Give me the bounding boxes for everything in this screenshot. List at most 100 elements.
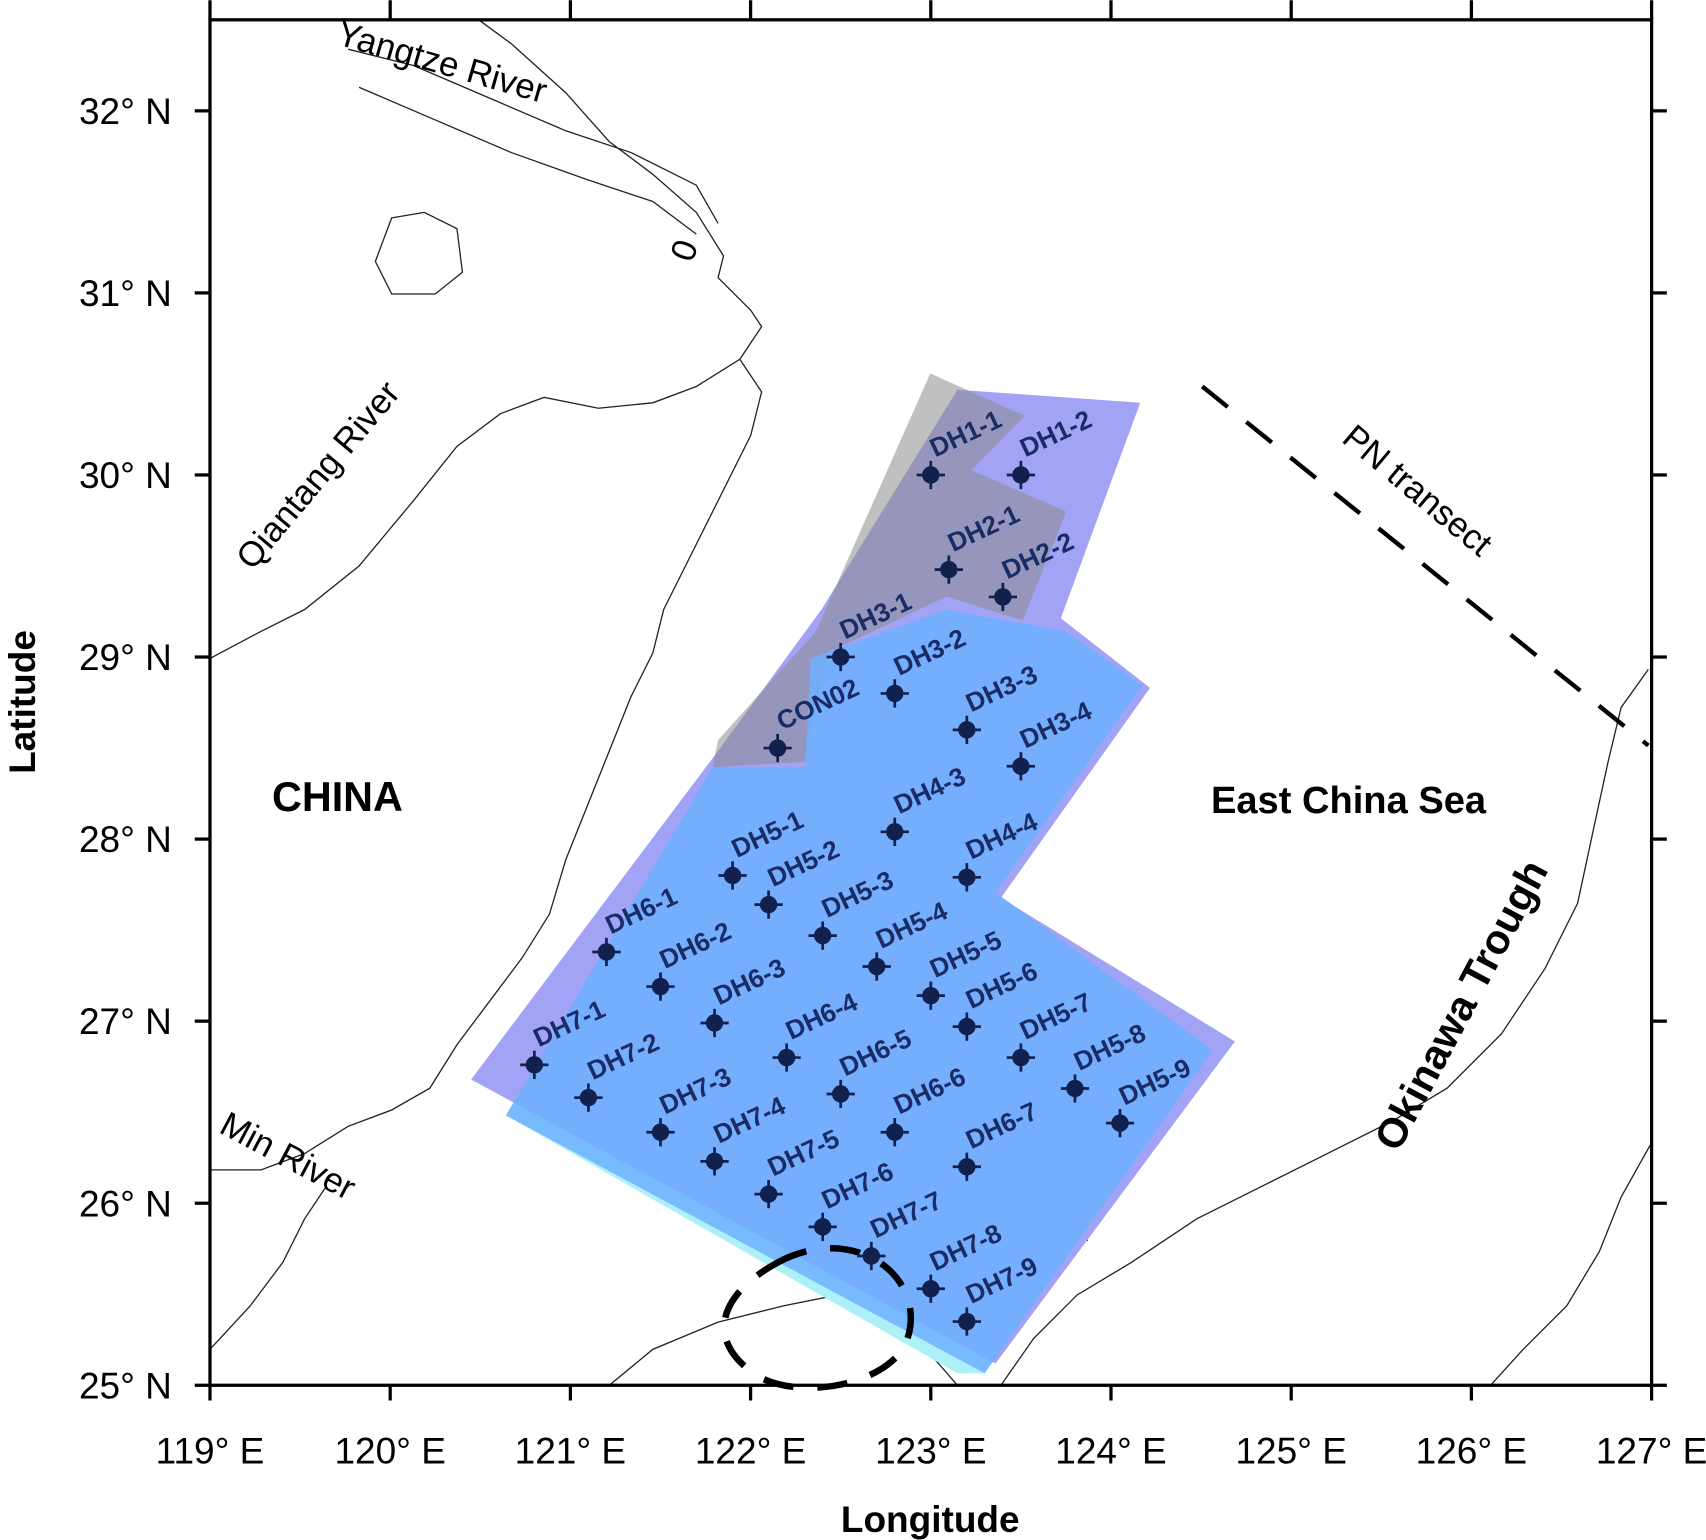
y-tick-label: 31° N xyxy=(79,273,172,314)
station-dot xyxy=(958,1158,976,1176)
station-dot xyxy=(958,721,976,739)
station-dot xyxy=(862,1247,881,1265)
station xyxy=(718,861,747,890)
x-tick-label: 126° E xyxy=(1416,1431,1527,1472)
isobath xyxy=(1000,668,1649,1386)
station-dot xyxy=(1066,1079,1084,1098)
station-dot xyxy=(1012,757,1030,775)
station xyxy=(826,642,855,672)
station xyxy=(808,1212,837,1242)
survey-areas xyxy=(471,373,1235,1374)
station xyxy=(763,733,792,763)
station xyxy=(880,1118,909,1147)
station xyxy=(857,1241,886,1271)
pn-transect-line xyxy=(1200,384,1650,748)
x-tick-label: 125° E xyxy=(1235,1431,1346,1472)
station xyxy=(1006,752,1036,781)
station-dot xyxy=(579,1088,598,1107)
axes: 119° E 120° E 121° E 122° E 123° E 124° E 125°… xyxy=(79,0,1706,1472)
station-dot xyxy=(1012,466,1030,484)
station xyxy=(916,460,945,490)
station-dot xyxy=(597,943,616,961)
station xyxy=(646,1118,675,1147)
station-dot xyxy=(922,466,940,484)
station xyxy=(754,890,783,919)
x-tick-label: 121° E xyxy=(515,1431,626,1472)
station-dot xyxy=(759,1185,778,1203)
station-dot xyxy=(1111,1114,1129,1132)
area-blue xyxy=(505,609,1214,1374)
yangtze-bank xyxy=(358,86,697,235)
label-china: CHINA xyxy=(272,774,403,820)
y-tick-label: 30° N xyxy=(79,455,172,496)
station xyxy=(808,921,837,950)
station-dot xyxy=(723,866,742,885)
station xyxy=(916,981,945,1010)
x-axis-title: Longitude xyxy=(841,1499,1020,1540)
station xyxy=(862,952,891,981)
station xyxy=(574,1083,603,1112)
isobath xyxy=(1490,1142,1653,1386)
station xyxy=(952,715,981,744)
station xyxy=(646,972,675,1001)
station xyxy=(1060,1074,1090,1103)
y-tick-label: 27° N xyxy=(79,1001,172,1042)
station xyxy=(1006,1043,1036,1072)
station-dot xyxy=(651,1123,670,1141)
label-sea: East China Sea xyxy=(1211,780,1487,822)
station xyxy=(772,1043,801,1072)
station-dot xyxy=(1012,1048,1030,1067)
y-tick-label: 26° N xyxy=(79,1183,172,1224)
station-dot xyxy=(525,1056,544,1074)
station xyxy=(592,937,621,967)
station-dot xyxy=(886,1123,904,1141)
station xyxy=(880,817,909,846)
station xyxy=(952,863,981,892)
station xyxy=(952,1152,981,1181)
yangtze-bank xyxy=(348,48,719,224)
station-dot xyxy=(813,926,832,945)
station xyxy=(988,582,1018,612)
station xyxy=(880,679,909,708)
station-dot xyxy=(886,684,904,703)
station-dot xyxy=(705,1014,724,1032)
station xyxy=(520,1050,549,1079)
station xyxy=(952,1012,981,1041)
station-dot xyxy=(958,868,976,887)
station-dot xyxy=(813,1218,832,1236)
station-dot xyxy=(886,823,904,841)
y-tick-label: 29° N xyxy=(79,637,172,678)
station-dot xyxy=(958,1312,976,1331)
y-tick-label: 28° N xyxy=(79,819,172,860)
area-grey xyxy=(712,373,1067,768)
station xyxy=(826,1079,855,1109)
station-dot xyxy=(768,739,787,757)
station xyxy=(700,1147,729,1176)
station-dot xyxy=(922,986,940,1005)
x-tick-label: 124° E xyxy=(1055,1431,1166,1472)
station xyxy=(700,1008,729,1038)
x-tick-label: 122° E xyxy=(695,1431,806,1472)
x-tick-label: 123° E xyxy=(875,1431,986,1472)
coast-south xyxy=(209,1185,327,1350)
station-dot xyxy=(831,648,850,666)
station xyxy=(754,1179,783,1209)
station-dot xyxy=(705,1152,724,1171)
x-tick-label: 119° E xyxy=(156,1431,265,1472)
station xyxy=(1105,1108,1135,1138)
x-tick-label: 120° E xyxy=(334,1431,445,1472)
y-tick-label: 32° N xyxy=(79,91,172,132)
station xyxy=(952,1307,981,1336)
station-dot xyxy=(958,1017,976,1036)
station-dot xyxy=(994,588,1012,606)
station-dot xyxy=(940,560,958,579)
coast-mainland xyxy=(209,358,763,1171)
x-tick-label: 127° E xyxy=(1596,1431,1706,1472)
station xyxy=(934,555,963,584)
station-dot xyxy=(651,977,670,996)
y-tick-label: 25° N xyxy=(79,1365,172,1406)
station-dot xyxy=(922,1280,940,1298)
station-dot xyxy=(759,895,778,914)
station xyxy=(916,1274,945,1303)
